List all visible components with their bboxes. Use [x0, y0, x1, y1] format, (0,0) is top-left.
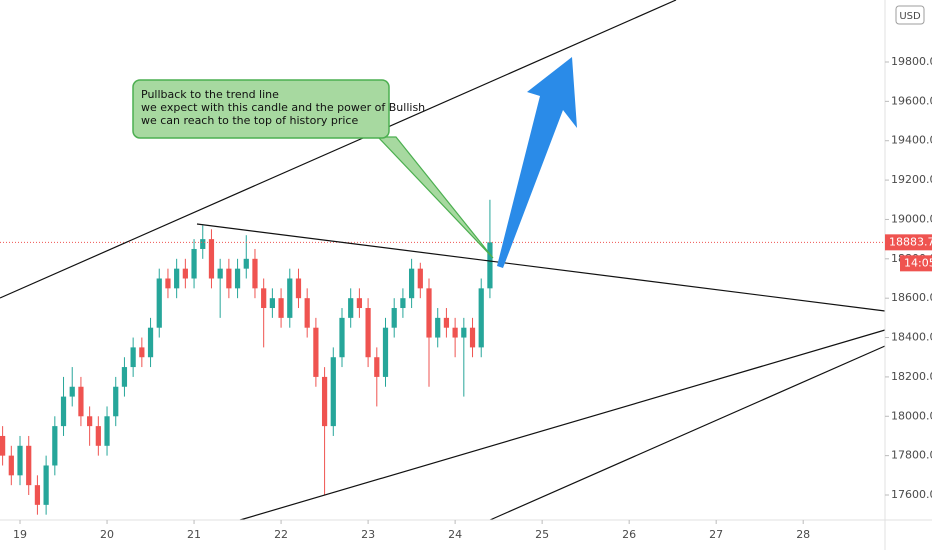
- y-tick-label: 18600.00: [891, 291, 932, 304]
- candle-body: [426, 288, 432, 338]
- currency-badge[interactable]: [895, 5, 925, 25]
- candle-body: [217, 268, 223, 279]
- trend-line: [0, 0, 677, 299]
- candle-body: [147, 327, 154, 358]
- candle-body: [408, 268, 415, 299]
- candle-body: [234, 268, 241, 289]
- candle-body: [356, 298, 363, 309]
- x-tick-label: 19: [13, 528, 27, 541]
- candle-body: [374, 357, 380, 377]
- candle-body: [400, 298, 406, 309]
- candle-body: [295, 278, 302, 299]
- candle-body: [130, 347, 136, 368]
- candle-body: [182, 268, 188, 279]
- candle-body: [26, 445, 32, 486]
- candle-body: [165, 278, 171, 289]
- candle-body: [69, 386, 75, 397]
- y-tick-label: 19000.00: [891, 212, 932, 225]
- y-tick-label: 18200.00: [891, 370, 932, 383]
- x-tick-label: 22: [274, 528, 288, 541]
- candle-body: [391, 308, 397, 328]
- candle-body: [52, 426, 58, 466]
- candle-body: [60, 396, 67, 427]
- candle-body: [17, 445, 23, 476]
- candle-body: [87, 416, 93, 427]
- candle-body: [348, 298, 354, 318]
- candle-body: [269, 298, 275, 309]
- candle-body: [452, 327, 458, 338]
- candle-body: [382, 327, 389, 377]
- trend-line: [489, 345, 886, 521]
- x-tick-label: 24: [448, 528, 462, 541]
- y-tick-label: 19800.00: [891, 55, 932, 68]
- candle-body: [321, 376, 328, 427]
- candle-body: [278, 298, 284, 318]
- candle-body: [95, 426, 101, 446]
- candle-body: [435, 317, 441, 338]
- candle-body: [43, 465, 49, 505]
- last-price-box: [885, 234, 932, 251]
- callout-pointer: [376, 136, 494, 259]
- annotation-line: we can reach to the top of history price: [141, 114, 358, 127]
- drawings: Pullback to the trend line we expect wit…: [0, 0, 886, 521]
- axes: 17600.00 17800.00 18000.00 18200.00 18400.00…: [13, 55, 932, 541]
- candle-body: [469, 327, 476, 348]
- callout: [132, 79, 390, 139]
- y-tick-label: 19400.00: [891, 134, 932, 147]
- x-tick-label: 28: [796, 528, 810, 541]
- candle-body: [174, 268, 180, 289]
- candle-body: [261, 288, 267, 309]
- candle-body: [104, 416, 110, 446]
- candle-body: [487, 242, 493, 289]
- candle-body: [8, 455, 14, 476]
- arrow: [497, 57, 577, 268]
- candle-body: [121, 367, 128, 387]
- candle-body: [34, 485, 41, 505]
- candle-body: [113, 386, 119, 417]
- candle-body: [417, 268, 423, 289]
- candle-body: [78, 386, 84, 417]
- x-tick-label: 23: [361, 528, 375, 541]
- x-tick-label: 21: [187, 528, 201, 541]
- annotation-line: we expect with this candle and the power…: [141, 101, 425, 114]
- candle-body: [443, 317, 450, 328]
- candle-body: [330, 357, 336, 427]
- countdown: 14:05: [904, 256, 932, 269]
- last-price-label: 18883.75: [889, 235, 932, 248]
- candle-body: [208, 239, 215, 279]
- candle-body: [339, 317, 345, 358]
- candle-body: [478, 288, 484, 348]
- y-tick-label: 17600.00: [891, 488, 932, 501]
- plot-area: [0, 199, 885, 515]
- x-tick-label: 26: [622, 528, 636, 541]
- x-tick-label: 25: [535, 528, 549, 541]
- candle-body: [191, 248, 197, 279]
- y-tick-label: 17800.00: [891, 449, 932, 462]
- candle-body: [226, 268, 232, 289]
- x-tick-label: 27: [709, 528, 723, 541]
- y-tick-label: 19600.00: [891, 94, 932, 107]
- x-tick-label: 20: [100, 528, 114, 541]
- candle-body: [365, 308, 371, 358]
- candle-body: [313, 327, 319, 377]
- currency: USD: [899, 11, 921, 22]
- candle-body: [461, 327, 467, 338]
- candle-body: [304, 298, 310, 328]
- trend-line: [196, 223, 886, 312]
- candle-body: [287, 278, 293, 318]
- countdown-box: [900, 255, 932, 272]
- candle-body: [243, 258, 249, 269]
- candle-body: [156, 278, 162, 328]
- y-tick-label: 18000.00: [891, 409, 932, 422]
- annotation-line: Pullback to the trend line: [141, 88, 279, 101]
- y-tick-label: 18400.00: [891, 331, 932, 344]
- y-tick-label: 19200.00: [891, 173, 932, 186]
- candle-body: [0, 435, 6, 456]
- candle-body: [200, 239, 206, 249]
- candle-body: [252, 258, 258, 289]
- candle-body: [139, 347, 145, 358]
- trend-line: [239, 329, 886, 521]
